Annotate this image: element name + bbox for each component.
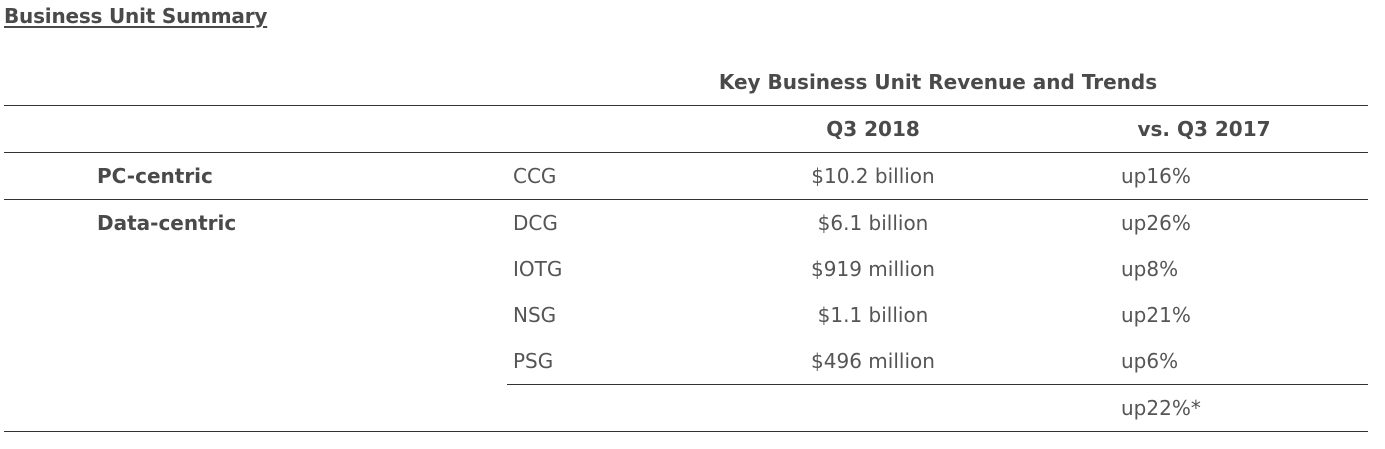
trend-value: up6%	[1121, 349, 1178, 373]
group-header: Key Business Unit Revenue and Trends	[718, 70, 1158, 94]
revenue-value: $6.1 billion	[817, 211, 929, 235]
trend-value: up21%	[1121, 303, 1191, 327]
unit-name: DCG	[513, 211, 558, 235]
total-trend-value: up22%*	[1121, 396, 1201, 420]
trend-percent: 22%*	[1146, 396, 1201, 420]
trend-value: up8%	[1121, 257, 1178, 281]
unit-name: IOTG	[513, 257, 563, 281]
trend-direction: up	[1121, 257, 1147, 281]
segment-label-pc-centric: PC-centric	[97, 164, 213, 188]
trend-percent: 16%	[1146, 164, 1191, 188]
column-header-q3-2018: Q3 2018	[826, 117, 920, 141]
table-bottom-divider	[4, 431, 1368, 432]
trend-percent: 6%	[1146, 349, 1179, 373]
trend-direction: up	[1121, 396, 1147, 420]
unit-name: PSG	[513, 349, 554, 373]
column-header-vs-q3-2017: vs. Q3 2017	[1137, 117, 1271, 141]
header-divider-bottom	[4, 152, 1368, 153]
segment-divider	[4, 199, 1368, 200]
revenue-value: $496 million	[811, 349, 935, 373]
unit-name: CCG	[513, 164, 557, 188]
trend-value: up16%	[1121, 164, 1191, 188]
trend-value: up26%	[1121, 211, 1191, 235]
header-divider-top	[4, 105, 1368, 106]
trend-percent: 26%	[1146, 211, 1191, 235]
trend-direction: up	[1121, 303, 1147, 327]
trend-direction: up	[1121, 164, 1147, 188]
segment-label-data-centric: Data-centric	[97, 211, 237, 235]
revenue-value: $1.1 billion	[817, 303, 929, 327]
unit-name: NSG	[513, 303, 557, 327]
revenue-value: $10.2 billion	[811, 164, 935, 188]
trend-percent: 21%	[1146, 303, 1191, 327]
subtotal-divider	[507, 384, 1368, 385]
revenue-value: $919 million	[811, 257, 935, 281]
trend-direction: up	[1121, 211, 1147, 235]
trend-percent: 8%	[1146, 257, 1179, 281]
trend-direction: up	[1121, 349, 1147, 373]
page-title: Business Unit Summary	[4, 4, 268, 28]
